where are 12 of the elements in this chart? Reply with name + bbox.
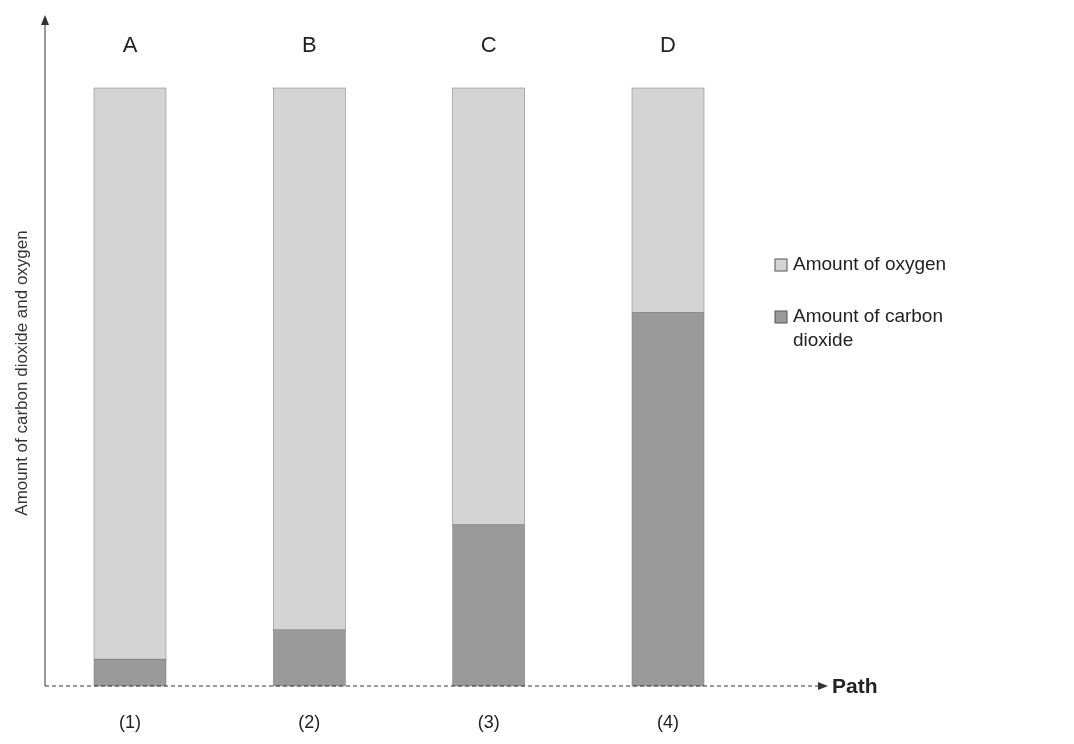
x-tick-label: (2) <box>298 712 321 732</box>
text: A <box>122 32 138 57</box>
text: C <box>480 32 497 57</box>
text: B <box>301 32 317 57</box>
text: D <box>660 32 676 57</box>
y-axis-title: Amount of carbon dioxide and oxygen <box>12 230 31 516</box>
x-tick-label: (1) <box>119 712 141 732</box>
x-tick-label: (3) <box>477 712 500 732</box>
legend-label: Amount of carbon dioxide <box>793 305 943 350</box>
x-axis-title: Path <box>832 674 878 697</box>
legend-label: Amount of oxygen <box>793 253 947 274</box>
x-tick-label: (4) <box>657 712 679 732</box>
